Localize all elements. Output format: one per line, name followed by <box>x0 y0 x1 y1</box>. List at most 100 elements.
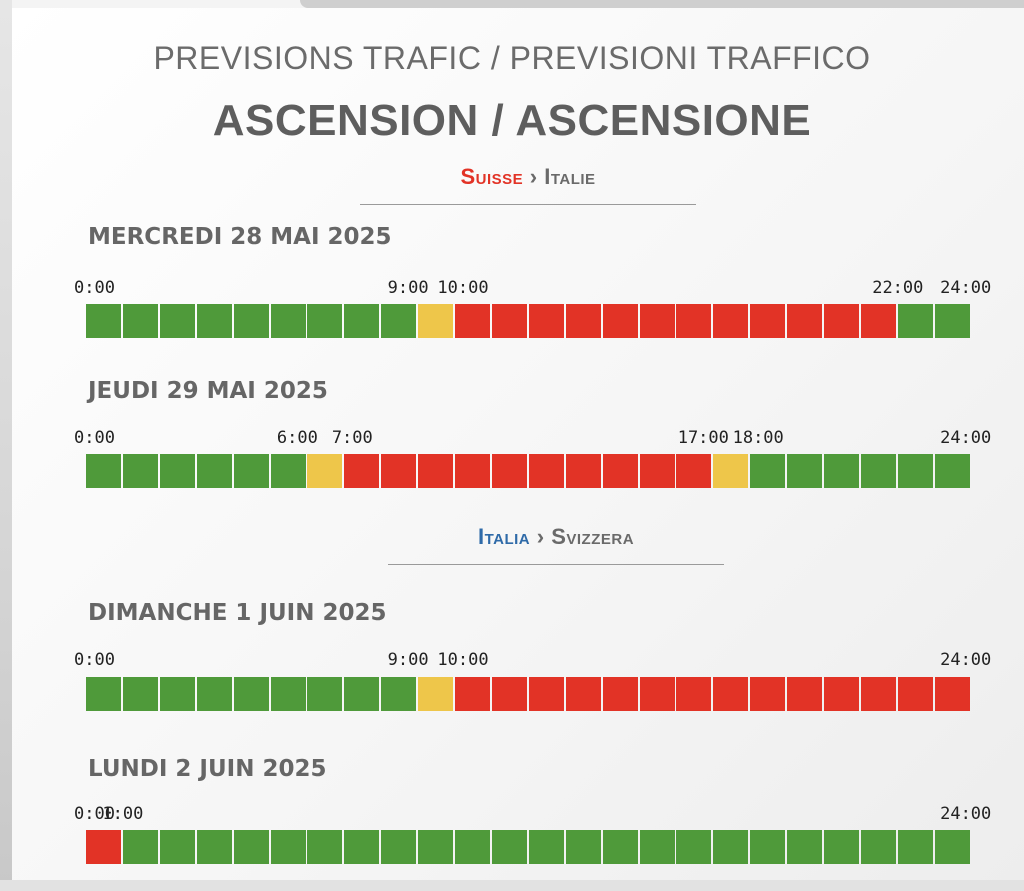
hour-cell <box>307 677 343 711</box>
hour-cell <box>270 830 306 864</box>
hour-cell <box>233 454 269 488</box>
bottom-edge-shade <box>0 880 1024 891</box>
hour-cell <box>676 304 712 338</box>
hour-cell <box>824 677 859 711</box>
hour-cell <box>491 830 527 864</box>
hour-cell <box>860 454 896 488</box>
hour-cell <box>491 304 527 338</box>
hour-cell <box>639 454 675 488</box>
time-tick-label: 0:00 <box>74 650 115 670</box>
hour-cell <box>934 830 970 864</box>
time-tick-label: 24:00 <box>940 278 992 298</box>
time-tick-label: 18:00 <box>732 428 784 448</box>
time-tick-label: 22:00 <box>872 278 924 298</box>
hour-cell <box>86 304 121 338</box>
hour-cell <box>602 830 638 864</box>
hour-cell <box>897 304 933 338</box>
hour-cell <box>418 677 454 711</box>
hour-cell <box>455 677 490 711</box>
direction-heading-italia-svizzera: Italia › Svizzera <box>388 524 724 550</box>
hour-cell <box>860 677 896 711</box>
hour-cell <box>122 677 158 711</box>
hour-cell <box>787 304 823 338</box>
hour-cell <box>897 677 933 711</box>
hour-cell <box>491 677 527 711</box>
hour-cell <box>344 830 380 864</box>
traffic-forecast-panel <box>12 8 1024 880</box>
day-label: LUNDI 2 JUIN 2025 <box>88 756 327 782</box>
hour-cell <box>713 454 749 488</box>
page-title: PREVISIONS TRAFIC / PREVISIONI TRAFFICO <box>153 40 871 76</box>
hour-cell <box>86 677 121 711</box>
hour-cell <box>860 830 896 864</box>
time-tick-label: 7:00 <box>331 428 373 448</box>
hour-cell <box>381 304 417 338</box>
hour-cell <box>122 304 158 338</box>
hour-cell <box>713 677 749 711</box>
hour-cell <box>233 304 269 338</box>
hour-cell <box>381 677 417 711</box>
hour-cell <box>787 830 823 864</box>
time-tick-label: 0:00 <box>74 278 115 298</box>
hour-cell <box>824 454 859 488</box>
hour-cell <box>491 454 527 488</box>
time-tick-label: 0:00 <box>74 428 115 448</box>
hour-cell <box>86 830 121 864</box>
hour-cell <box>196 830 232 864</box>
hour-cell <box>713 304 749 338</box>
hour-cell <box>455 454 490 488</box>
direction-from: Suisse <box>460 164 524 189</box>
time-tick-label: 24:00 <box>940 650 992 670</box>
hour-cell <box>196 304 232 338</box>
hour-cell <box>602 304 638 338</box>
time-tick-label: 0:00 <box>74 804 115 824</box>
hour-cell <box>639 830 675 864</box>
day-label: MERCREDI 28 MAI 2025 <box>88 224 392 250</box>
hour-cell <box>270 677 306 711</box>
hour-cell <box>418 830 454 864</box>
page-subtitle: ASCENSION / ASCENSIONE <box>212 96 812 145</box>
hour-cell <box>528 830 564 864</box>
hour-cell <box>860 304 896 338</box>
hour-cell <box>787 454 823 488</box>
direction-divider <box>360 204 696 205</box>
hour-cell <box>528 454 564 488</box>
time-tick-label: 9:00 <box>387 278 429 298</box>
hour-cell <box>639 304 675 338</box>
hour-cell <box>159 677 195 711</box>
hour-cell <box>455 830 490 864</box>
hour-cell <box>159 454 195 488</box>
hour-cell <box>565 454 601 488</box>
direction-to: Italie <box>544 164 596 189</box>
hour-cell <box>602 454 638 488</box>
hour-cell <box>196 677 232 711</box>
time-tick-label: 10:00 <box>437 278 489 298</box>
hour-cell <box>750 677 786 711</box>
hour-cell <box>676 454 712 488</box>
hour-cell <box>418 454 454 488</box>
hour-cell <box>122 830 158 864</box>
direction-heading-suisse-italie: Suisse › Italie <box>360 164 696 190</box>
left-edge-shade <box>0 0 12 891</box>
time-tick-label: 9:00 <box>387 650 429 670</box>
time-tick-label: 17:00 <box>677 428 729 448</box>
hour-cell <box>307 304 343 338</box>
time-tick-label: 24:00 <box>940 804 992 824</box>
hour-cell <box>418 304 454 338</box>
hour-cell <box>270 454 306 488</box>
hour-cell <box>934 677 970 711</box>
hour-cell <box>159 830 195 864</box>
hour-cell <box>602 677 638 711</box>
direction-divider <box>388 564 724 565</box>
hour-cell <box>344 677 380 711</box>
hour-cell <box>122 454 158 488</box>
hour-cell <box>750 304 786 338</box>
hour-cell <box>676 677 712 711</box>
hour-cell <box>787 677 823 711</box>
hour-cell <box>528 677 564 711</box>
direction-to: Svizzera <box>551 524 635 549</box>
hour-cell <box>897 830 933 864</box>
hour-cell <box>528 304 564 338</box>
hour-cell <box>381 830 417 864</box>
hour-cell <box>455 304 490 338</box>
